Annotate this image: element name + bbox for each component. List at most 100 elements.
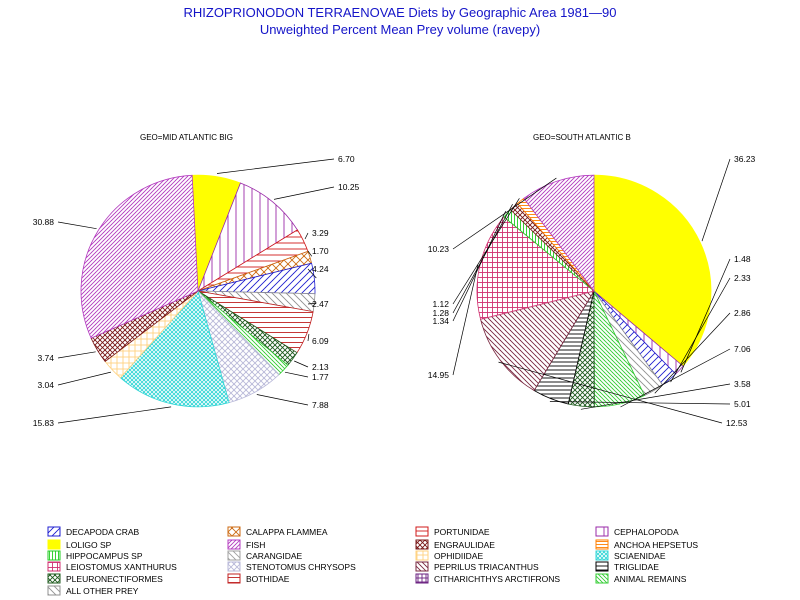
legend-item-peprilus-triacanthus: PEPRILUS TRIACANTHUS [415, 561, 539, 572]
pie-slice-fish [80, 174, 199, 339]
legend-item-fish: FISH [227, 539, 265, 550]
slice-label: 4.24 [312, 264, 329, 274]
chart-title: RHIZOPRIONODON TERRAENOVAE Diets by Geog… [183, 5, 617, 20]
leader-line [57, 351, 96, 359]
legend-item-sciaenidae: SCIAENIDAE [595, 550, 666, 561]
slice-label: 6.70 [338, 154, 355, 164]
legend-label: FISH [246, 540, 265, 550]
pie-title: GEO=MID ATLANTIC BIG [140, 133, 233, 142]
legend-swatch [595, 526, 609, 537]
leader-line [57, 371, 111, 386]
chart-subtitle: Unweighted Percent Mean Prey volume (rav… [259, 22, 541, 37]
legend-swatch [227, 561, 241, 572]
slice-label: 3.58 [734, 379, 751, 389]
legend-item-leiostomus-xanthurus: LEIOSTOMUS XANTHURUS [47, 561, 177, 572]
pie-slice-loligo-sp [593, 174, 712, 367]
leader-line [620, 348, 731, 408]
legend-label: ANCHOA HEPSETUS [614, 540, 698, 550]
legend-swatch [227, 573, 241, 584]
legend-label: DECAPODA CRAB [66, 527, 140, 537]
legend-swatch [415, 561, 429, 572]
legend-swatch [595, 573, 609, 584]
pie-slice-sciaenidae [119, 290, 230, 408]
leader-line [307, 302, 317, 305]
leader-line [580, 383, 731, 410]
leader-line [57, 406, 172, 424]
slice-label: 2.47 [312, 299, 329, 309]
legend-label: BOTHIDAE [246, 574, 290, 584]
legend-label: TRIGLIDAE [614, 562, 659, 572]
legend-item-hippocampus-sp: HIPPOCAMPUS SP [47, 550, 143, 561]
legend-item-animal-remains: ANIMAL REMAINS [595, 573, 687, 584]
legend-label: CEPHALOPODA [614, 527, 679, 537]
leader-line [294, 360, 309, 368]
slice-label: 14.95 [428, 370, 450, 380]
legend-label: CALAPPA FLAMMEA [246, 527, 328, 537]
legend-label: STENOTOMUS CHRYSOPS [246, 562, 356, 572]
legend-item-portunidae: PORTUNIDAE [415, 526, 490, 537]
slice-label: 1.48 [734, 254, 751, 264]
slice-label: 1.28 [432, 308, 449, 318]
leader-line [452, 177, 557, 250]
leader-line [307, 250, 313, 257]
slice-label: 3.74 [37, 353, 54, 363]
leader-line [307, 334, 310, 342]
legend-item-stenotomus-chrysops: STENOTOMUS CHRYSOPS [227, 561, 356, 572]
slice-label: 3.29 [312, 228, 329, 238]
legend-label: PEPRILUS TRIACANTHUS [434, 562, 539, 572]
legend-label: LOLIGO SP [66, 540, 112, 550]
legend-label: CITHARICHTHYS ARCTIFRONS [434, 574, 560, 584]
legend-label: SCIAENIDAE [614, 551, 666, 561]
slice-label: 1.77 [312, 372, 329, 382]
slice-label: 3.04 [37, 380, 54, 390]
legend-item-all-other-prey: ALL OTHER PREY [47, 585, 139, 596]
legend-item-anchoa-hepsetus: ANCHOA HEPSETUS [595, 539, 698, 550]
slice-label: 15.83 [33, 418, 55, 428]
legend-label: ANIMAL REMAINS [614, 574, 687, 584]
legend-label: PLEURONECTIFORMES [66, 574, 163, 584]
legend-item-calappa-flammea: CALAPPA FLAMMEA [227, 526, 328, 537]
legend-swatch [595, 561, 609, 572]
leader-line [549, 401, 731, 405]
legend-swatch [415, 550, 429, 561]
pie-title: GEO=SOUTH ATLANTIC B [533, 133, 631, 142]
legend-item-bothidae: BOTHIDAE [227, 573, 290, 584]
legend-item-ophidiidae: OPHIDIIDAE [415, 550, 483, 561]
leader-line [273, 186, 335, 200]
legend-item-engraulidae: ENGRAULIDAE [415, 539, 495, 550]
slice-label: 2.86 [734, 308, 751, 318]
pie-slice-cephalopoda [197, 182, 298, 292]
slice-label: 10.25 [338, 182, 360, 192]
leader-line [654, 312, 731, 394]
leader-line [216, 158, 335, 174]
leader-line [498, 361, 723, 424]
legend-label: HIPPOCAMPUS SP [66, 551, 143, 561]
leader-line [304, 232, 309, 240]
pie-2: GEO=SOUTH ATLANTIC B 36.23 1.48 2.33 2.86 7.0… [428, 133, 756, 428]
leader-line [452, 204, 513, 314]
leader-line [57, 221, 97, 230]
legend-swatch [415, 539, 429, 550]
slice-label: 2.13 [312, 362, 329, 372]
legend-item-cephalopoda: CEPHALOPODA [595, 526, 679, 537]
legend-label: PORTUNIDAE [434, 527, 490, 537]
leader-line [452, 264, 479, 376]
leader-line [256, 394, 309, 406]
slice-label: 1.34 [432, 316, 449, 326]
pie-1: GEO=MID ATLANTIC BIG 6.70 10.25 3.29 1.70 4.2… [33, 133, 360, 428]
legend-swatch [415, 573, 429, 584]
slice-label: 36.23 [734, 154, 756, 164]
legend-item-carangidae: CARANGIDAE [227, 550, 303, 561]
legend-swatch [47, 550, 61, 561]
leader-line [452, 198, 520, 305]
legend-label: OPHIDIIDAE [434, 551, 483, 561]
slice-label: 12.53 [726, 418, 748, 428]
legend-label: ENGRAULIDAE [434, 540, 495, 550]
slice-label: 7.88 [312, 400, 329, 410]
legend-label: LEIOSTOMUS XANTHURUS [66, 562, 177, 572]
legend-swatch [227, 550, 241, 561]
legend-swatch [47, 585, 61, 596]
legend-item-decapoda-crab: DECAPODA CRAB [47, 526, 140, 537]
legend-swatch [47, 539, 61, 550]
